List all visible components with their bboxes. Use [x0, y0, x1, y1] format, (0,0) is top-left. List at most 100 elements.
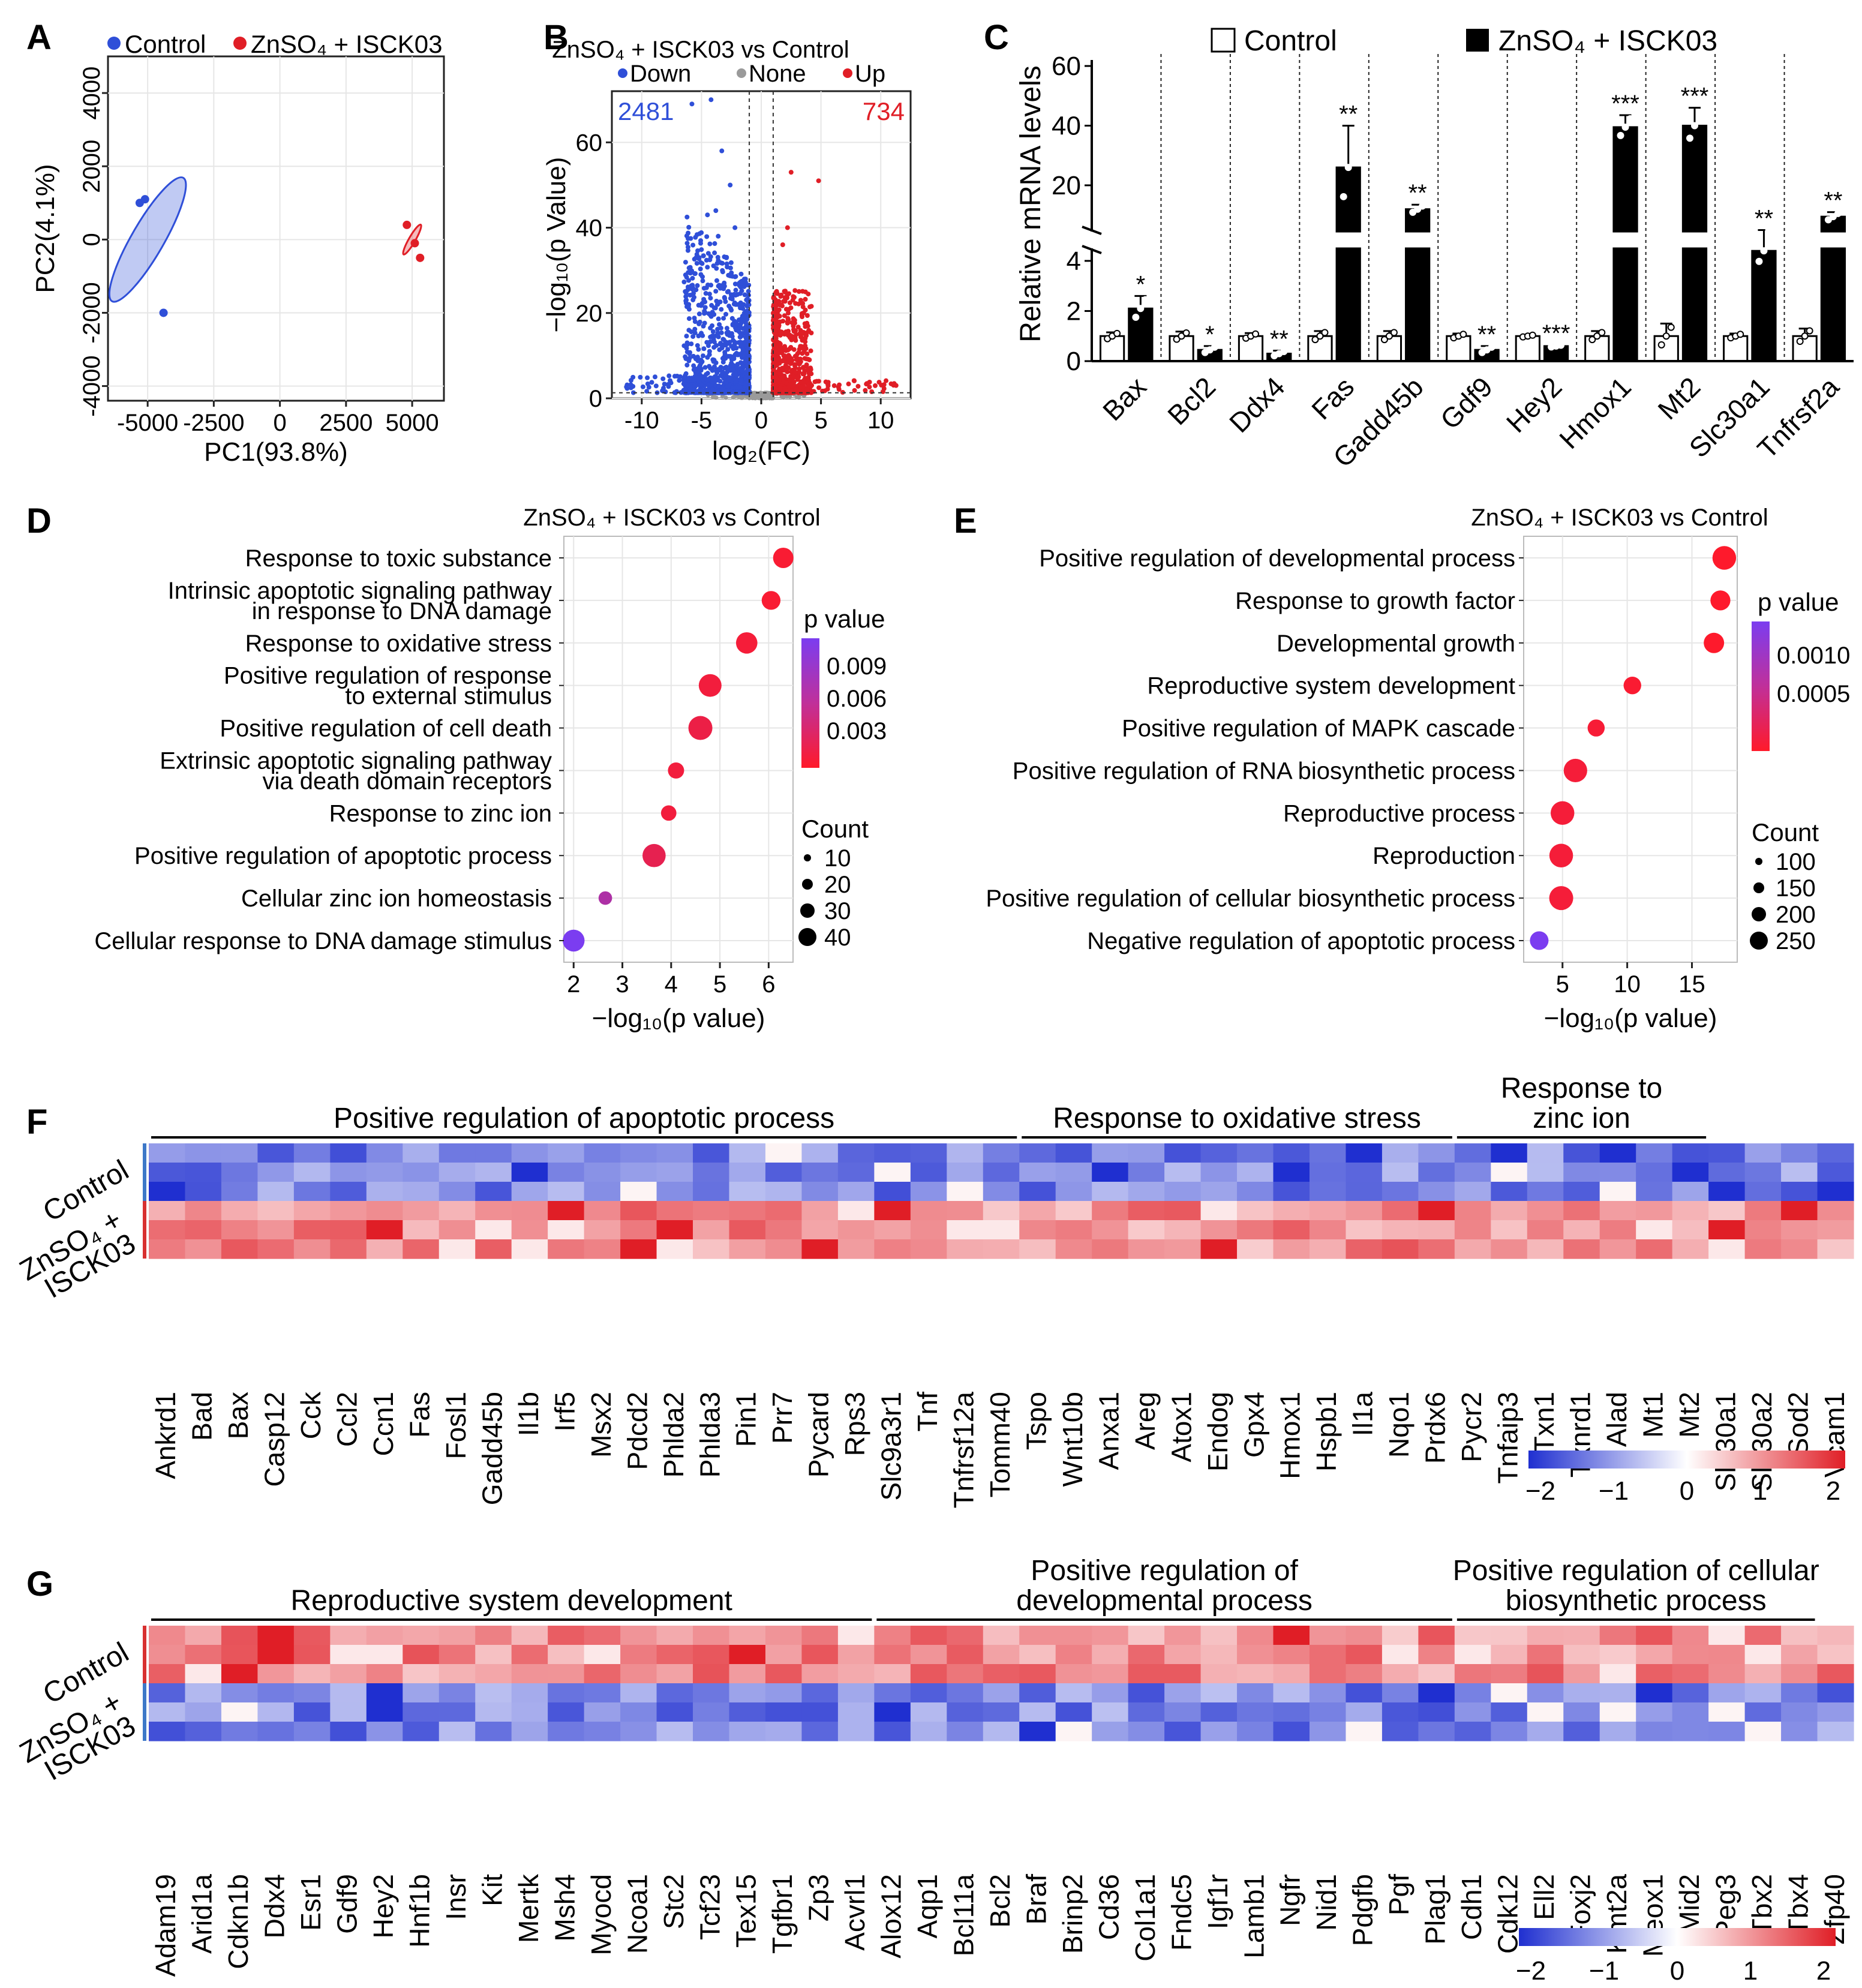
term-dot	[1549, 843, 1573, 867]
qpcr-bar-chart: Control ZnSO₄ + ISCK03 ** ******** ****** *…	[1015, 25, 1854, 473]
volcano-point-up	[801, 371, 806, 377]
heatmap-cell	[1346, 1722, 1383, 1741]
heatmap-g: Reproductive system development Positive …	[14, 1555, 1854, 1986]
heatmap-cell	[1237, 1664, 1274, 1684]
volcano-point-down	[683, 371, 689, 376]
gene-label: Tnf	[912, 1392, 943, 1432]
heatmap-cell	[149, 1702, 186, 1722]
x-tick-label: 2500	[319, 410, 373, 436]
heatmap-cell	[656, 1201, 693, 1221]
volcano-point-down	[714, 261, 720, 266]
gene-label: Pdgfb	[1347, 1874, 1379, 1946]
volcano-point-up	[780, 242, 785, 247]
volcano-point-down	[746, 354, 752, 359]
color-scale-ticks: −2 −1 0 1 2	[1516, 1956, 1831, 1986]
heatmap-cell	[765, 1182, 803, 1202]
gridlines	[1524, 536, 1737, 962]
heatmap-cell	[1346, 1143, 1383, 1163]
volcano-point-down	[701, 346, 707, 352]
x-tick-label: 2	[567, 971, 580, 998]
heatmap-cell	[1055, 1163, 1092, 1182]
scale-tick-label: −1	[1589, 1956, 1619, 1986]
gene-label: Ncoa1	[621, 1874, 653, 1954]
volcano-point-down	[660, 388, 665, 394]
heatmap-cell	[257, 1702, 295, 1722]
size-legend-label: 100	[1776, 849, 1816, 875]
volcano-point-down	[713, 289, 719, 294]
down-count: 2481	[618, 97, 674, 125]
y-axis-label: −log₁₀(p Value)	[542, 157, 571, 333]
heatmap-cell	[1019, 1683, 1056, 1703]
volcano-point-up	[803, 346, 809, 352]
heatmap-cell	[1382, 1143, 1419, 1163]
term-dot	[1710, 590, 1731, 611]
gene-label: Pycr2	[1456, 1392, 1487, 1463]
volcano-point-up	[782, 313, 787, 319]
term-dot	[1712, 546, 1737, 570]
heatmap-cell	[620, 1626, 657, 1645]
significance-mark: **	[1477, 322, 1496, 348]
heatmap-cell	[1599, 1722, 1636, 1741]
heatmap-cell	[837, 1645, 875, 1665]
gene-label: Cdk12	[1492, 1874, 1524, 1954]
volcano-point-up	[796, 301, 801, 307]
replicate-dot	[1182, 329, 1190, 337]
volcano-point-down	[681, 381, 686, 386]
gene-label: Myocd	[585, 1874, 617, 1955]
heatmap-cell	[1128, 1626, 1165, 1645]
volcano-point-down	[743, 374, 749, 380]
bar-lower-segment	[1681, 247, 1708, 362]
volcano-point-up	[791, 316, 796, 322]
volcano-point-down	[684, 340, 690, 346]
heatmap-cells	[149, 1626, 1854, 1741]
heatmap-cell	[185, 1163, 222, 1182]
heatmap-cell	[1128, 1664, 1165, 1684]
size-legend-dot	[802, 879, 813, 890]
replicate-dot	[1344, 164, 1352, 172]
heatmap-cell	[1273, 1239, 1310, 1259]
heatmap-cell	[439, 1201, 476, 1221]
heatmap-cell	[1200, 1645, 1238, 1665]
gene-label: Cdh1	[1456, 1874, 1487, 1940]
volcano-point-down	[705, 251, 711, 256]
heatmap-cell	[185, 1182, 222, 1202]
volcano-point-down	[718, 365, 723, 370]
heatmap-cell	[874, 1722, 911, 1741]
heatmap-cell	[1744, 1702, 1782, 1722]
heatmap-cell	[874, 1201, 911, 1221]
size-legend-label: 30	[824, 898, 851, 924]
volcano-point-down	[731, 301, 737, 307]
heatmap-cell	[1128, 1163, 1165, 1182]
volcano-point-down	[698, 272, 704, 277]
gene-label: Stc2	[658, 1874, 689, 1929]
volcano-point-down	[740, 326, 746, 331]
volcano-point-up	[777, 330, 783, 335]
gene-label: Adam19	[150, 1874, 181, 1977]
heatmap-cell	[693, 1626, 730, 1645]
heatmap-cell	[729, 1702, 766, 1722]
size-legend-title: Count	[1752, 818, 1819, 846]
heatmap-cell	[1563, 1683, 1600, 1703]
volcano-point-down	[728, 265, 733, 271]
term-dot	[1549, 886, 1573, 911]
volcano-point-up	[785, 316, 791, 321]
points	[135, 195, 425, 317]
heatmap-cell	[403, 1626, 440, 1645]
heatmap-cell	[584, 1182, 621, 1202]
volcano-point-down	[736, 340, 741, 345]
volcano-point-up	[852, 388, 857, 393]
heatmap-cell	[1273, 1645, 1310, 1665]
replicate-dot	[1690, 122, 1698, 130]
volcano-point-down	[682, 374, 687, 380]
term-dot	[668, 762, 684, 779]
volcano-point-down	[729, 389, 735, 395]
gene-label: Alad	[1601, 1392, 1632, 1447]
volcano-point-down	[712, 250, 717, 256]
heatmap-cell	[1164, 1683, 1202, 1703]
volcano-point-down	[719, 307, 724, 312]
y-tick-label: 0	[79, 233, 105, 246]
replicate-dot	[1178, 332, 1185, 340]
heatmap-cell	[801, 1201, 839, 1221]
heatmap-cell	[366, 1722, 403, 1741]
